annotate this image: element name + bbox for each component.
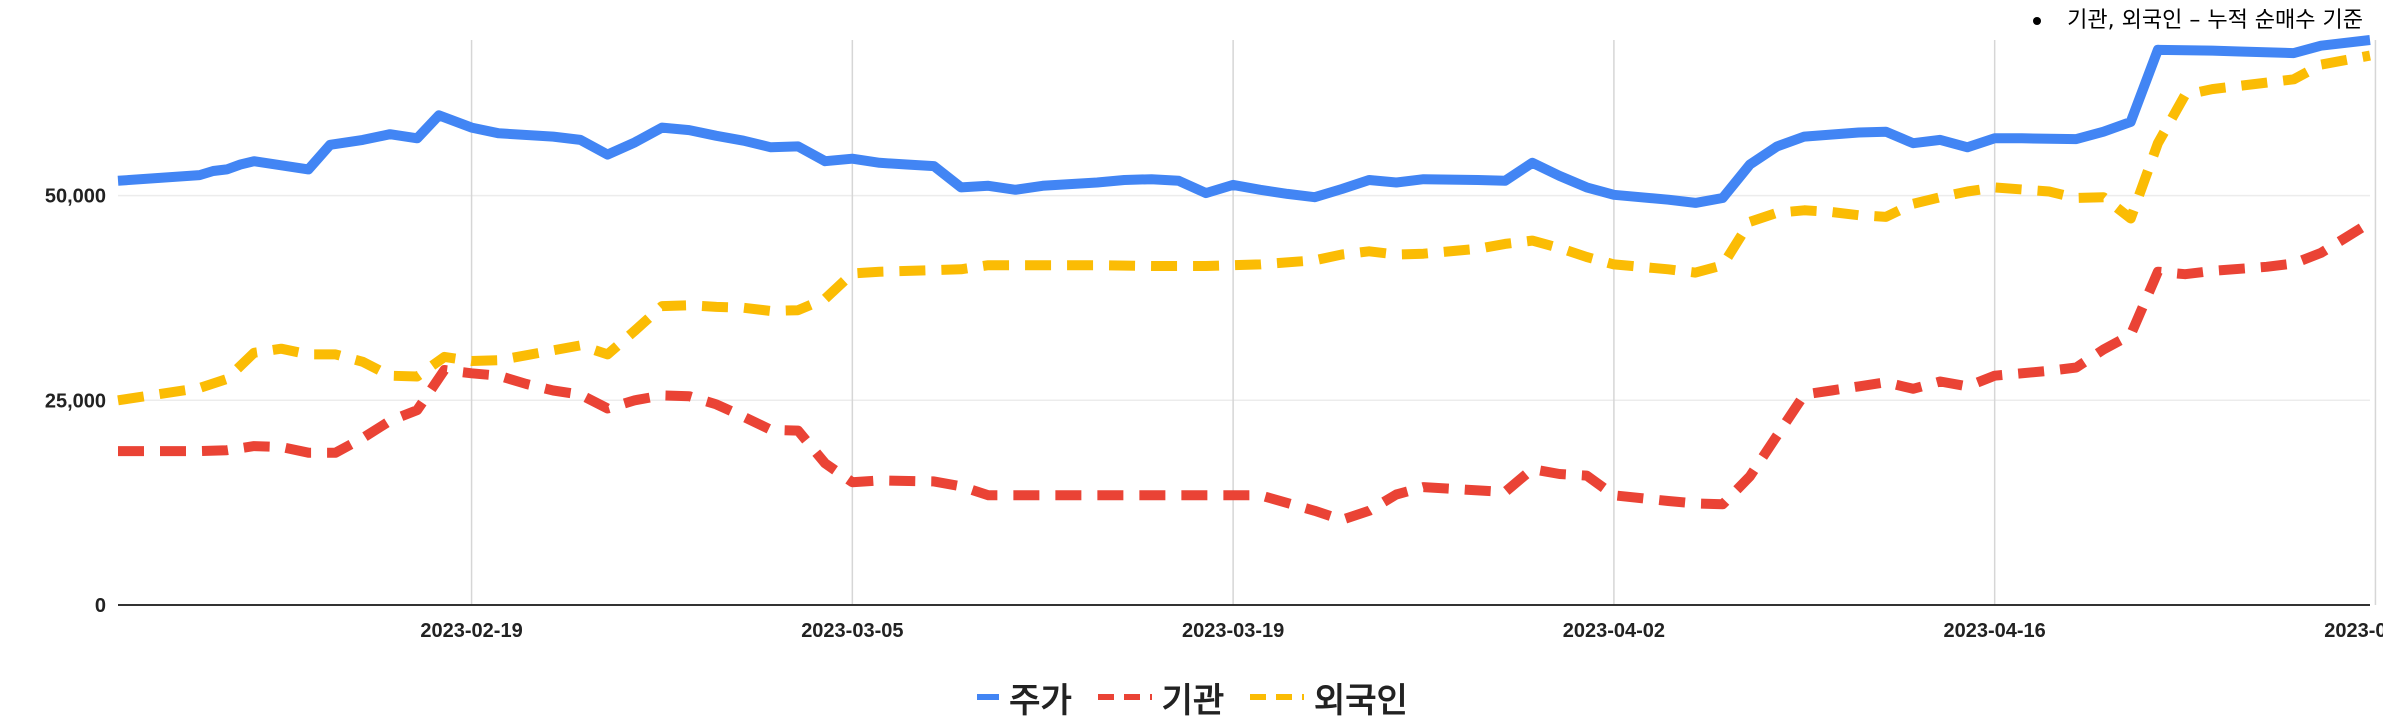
series-lines	[117, 35, 2373, 525]
legend-item-institution: 기관	[1096, 673, 1225, 722]
bullet-icon	[2033, 17, 2042, 25]
x-tick-label: 2023-04-02	[1563, 620, 1665, 642]
x-tick-label: 2023-03-19	[1182, 620, 1284, 642]
legend-dashed-swatch-icon	[1249, 694, 1304, 700]
x-tick-label: 2023-02-19	[420, 620, 522, 642]
note-text: 기관, 외국인 – 누적 순매수 기준	[2033, 2, 2363, 34]
y-axis-ticks: 0 25,000 50,000	[45, 186, 106, 617]
legend-label-institution: 기관	[1161, 680, 1225, 721]
y-tick-label: 25,000	[45, 390, 106, 412]
note-label: 기관, 외국인 – 누적 순매수 기준	[2067, 8, 2363, 33]
legend-label-foreigner: 외국인	[1313, 680, 1408, 721]
y-tick-label: 0	[95, 595, 106, 617]
series-line-2	[117, 50, 2371, 406]
grid-lines	[118, 40, 2377, 606]
x-tick-label: 2023-04-16	[1944, 620, 2046, 642]
legend-dashed-swatch-icon	[1097, 694, 1152, 700]
legend-solid-swatch-icon	[977, 694, 1000, 700]
legend: 주가 기관 외국인	[0, 672, 2383, 722]
legend-item-foreigner: 외국인	[1248, 673, 1408, 722]
x-tick-label: 2023-03-05	[801, 620, 903, 642]
y-tick-label: 50,000	[45, 186, 106, 208]
series-line-1	[118, 218, 2373, 525]
legend-label-price: 주가	[1009, 680, 1072, 721]
series-line-0	[117, 35, 2371, 208]
x-axis-ticks: 2023-02-19 2023-03-05 2023-03-19 2023-04-02…	[420, 620, 2383, 642]
legend-item-price: 주가	[975, 673, 1072, 722]
x-tick-label: 2023-04-30	[2324, 620, 2383, 642]
